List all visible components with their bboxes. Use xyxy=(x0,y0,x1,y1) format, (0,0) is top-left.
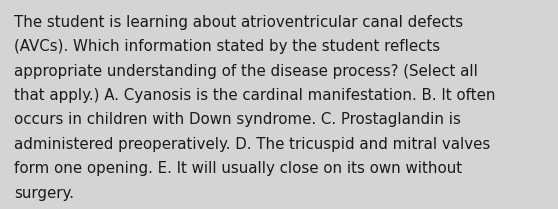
Text: surgery.: surgery. xyxy=(14,186,74,201)
Text: form one opening. E. It will usually close on its own without: form one opening. E. It will usually clo… xyxy=(14,161,462,176)
Text: appropriate understanding of the disease process? (Select all: appropriate understanding of the disease… xyxy=(14,64,478,79)
Text: occurs in children with Down syndrome. C. Prostaglandin is: occurs in children with Down syndrome. C… xyxy=(14,112,461,127)
Text: that apply.) A. Cyanosis is the cardinal manifestation. B. It often: that apply.) A. Cyanosis is the cardinal… xyxy=(14,88,496,103)
Text: (AVCs). Which information stated by the student reflects: (AVCs). Which information stated by the … xyxy=(14,39,440,54)
Text: administered preoperatively. D. The tricuspid and mitral valves: administered preoperatively. D. The tric… xyxy=(14,137,490,152)
Text: The student is learning about atrioventricular canal defects: The student is learning about atrioventr… xyxy=(14,15,463,30)
